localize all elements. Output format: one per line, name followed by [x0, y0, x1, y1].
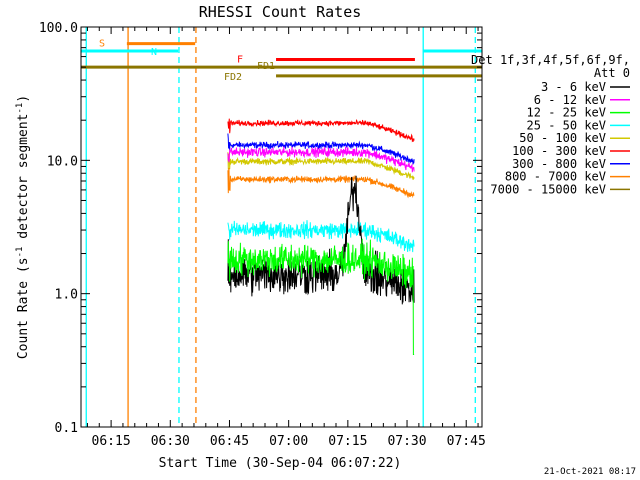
legend-header-line2: Att 0	[594, 66, 630, 80]
flag-label: S	[99, 39, 105, 50]
y-tick-label: 0.1	[55, 421, 78, 436]
series-line-1	[227, 146, 415, 173]
legend-entry-label: 300 - 800 keV	[512, 157, 606, 171]
y-axis-label-sup2: -1	[15, 103, 25, 114]
y-axis-label-main: Count Rate (s	[16, 257, 31, 359]
footer-timestamp: 21-Oct-2021 08:17	[544, 467, 636, 477]
legend-entry-label: 50 - 100 keV	[519, 131, 606, 145]
series-line-7	[227, 167, 415, 199]
x-tick-label: 06:30	[151, 434, 190, 449]
x-tick-label: 06:45	[210, 434, 249, 449]
x-tick-label: 07:45	[447, 434, 486, 449]
y-tick-label: 100.0	[39, 21, 78, 36]
y-tick-label: 10.0	[47, 154, 78, 169]
y-axis-label-end: )	[16, 95, 31, 103]
x-tick-label: 06:15	[92, 434, 131, 449]
x-tick-label: 07:15	[328, 434, 367, 449]
flag-label: FD1	[257, 61, 275, 72]
legend: Det 1f,3f,4f,5f,6f,9f, Att 0 3 - 6 keV6 …	[471, 53, 630, 196]
axis-ticks-layer: 06:15 06:30 06:45 07:00 07:15 07:30 07:45 0.1 1.…	[39, 21, 486, 449]
legend-entry-label: 3 - 6 keV	[541, 80, 606, 94]
flag-label: F	[237, 55, 243, 66]
flag-label: FD2	[224, 72, 242, 83]
legend-entry-label: 6 - 12 keV	[534, 93, 606, 107]
legend-entry-label: 12 - 25 keV	[527, 106, 606, 120]
x-tick-label: 07:30	[387, 434, 426, 449]
series-line-2	[227, 238, 415, 355]
x-tick-label: 07:00	[269, 434, 308, 449]
series-line-4	[227, 152, 415, 181]
chart-title: RHESSI Count Rates	[199, 3, 362, 21]
legend-entry-label: 7000 - 15000 keV	[490, 182, 606, 196]
flag-label: N	[151, 47, 157, 58]
y-axis-label-sup1: -1	[15, 247, 25, 258]
series-line-0	[227, 175, 415, 305]
legend-entry-label: 25 - 50 keV	[527, 118, 606, 132]
data-marks-layer: S N F FD1 FD2	[81, 27, 482, 427]
y-axis-label: Count Rate (s-1 detector segment-1)	[15, 95, 31, 359]
y-axis-label-mid: detector segment	[16, 114, 31, 247]
series-line-5	[227, 118, 415, 143]
series-line-6	[227, 133, 415, 165]
x-axis-label: Start Time (30-Sep-04 06:07:22)	[159, 456, 402, 471]
plot-frame	[80, 26, 483, 428]
series-line-3	[227, 220, 415, 253]
y-tick-label: 1.0	[55, 288, 78, 303]
legend-entry-label: 800 - 7000 keV	[505, 170, 606, 184]
legend-entry-label: 100 - 300 keV	[512, 144, 606, 158]
legend-header-line1: Det 1f,3f,4f,5f,6f,9f,	[471, 53, 630, 67]
